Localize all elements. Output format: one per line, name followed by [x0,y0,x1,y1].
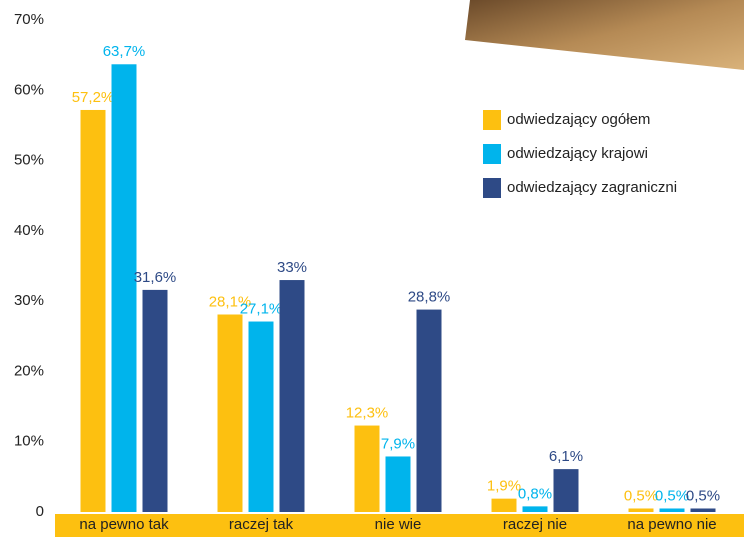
value-label: 6,1% [549,448,583,465]
bar [416,309,442,512]
value-label: 0,5% [655,487,689,504]
legend-label: odwiedzający zagraniczni [507,179,677,196]
value-label: 7,9% [381,435,415,452]
y-tick-label: 40% [14,222,44,239]
value-label: 33% [277,259,307,276]
x-tick-label: nie wie [375,516,422,533]
value-label: 0,8% [518,485,552,502]
y-tick-label: 30% [14,292,44,309]
value-label: 1,9% [487,478,521,495]
bar [553,469,579,512]
value-label: 28,1% [209,293,252,310]
y-tick-label: 0 [36,503,44,520]
value-label: 0,5% [686,487,720,504]
legend-swatch [483,178,501,198]
bar [80,109,106,513]
value-label: 28,8% [408,289,451,306]
legend-label: odwiedzający ogółem [507,111,650,128]
bar [491,498,517,512]
photo-decoration [465,0,744,70]
bar [217,314,243,512]
y-tick-label: 20% [14,362,44,379]
bar [690,508,716,512]
value-label: 12,3% [346,405,389,422]
bar [248,321,274,512]
y-tick-label: 60% [14,81,44,98]
bar [659,508,685,512]
bar [111,64,137,512]
bar [354,425,380,512]
y-tick-label: 10% [14,433,44,450]
value-label: 27,1% [240,300,283,317]
category-band [55,514,744,537]
x-tick-label: na pewno nie [627,516,716,533]
y-tick-label: 50% [14,152,44,169]
bar [142,289,168,512]
bar [522,506,548,512]
bar [628,508,654,512]
y-tick-label: 70% [14,11,44,28]
bar [385,456,411,512]
value-label: 31,6% [134,269,177,286]
legend-label: odwiedzający krajowi [507,145,648,162]
x-tick-label: raczej nie [503,516,567,533]
x-tick-label: raczej tak [229,516,294,533]
legend-swatch [483,110,501,130]
bar [279,280,305,512]
x-tick-label: na pewno tak [79,516,169,533]
legend-swatch [483,144,501,164]
value-label: 57,2% [72,89,115,106]
value-label: 63,7% [103,43,146,60]
value-label: 0,5% [624,487,658,504]
